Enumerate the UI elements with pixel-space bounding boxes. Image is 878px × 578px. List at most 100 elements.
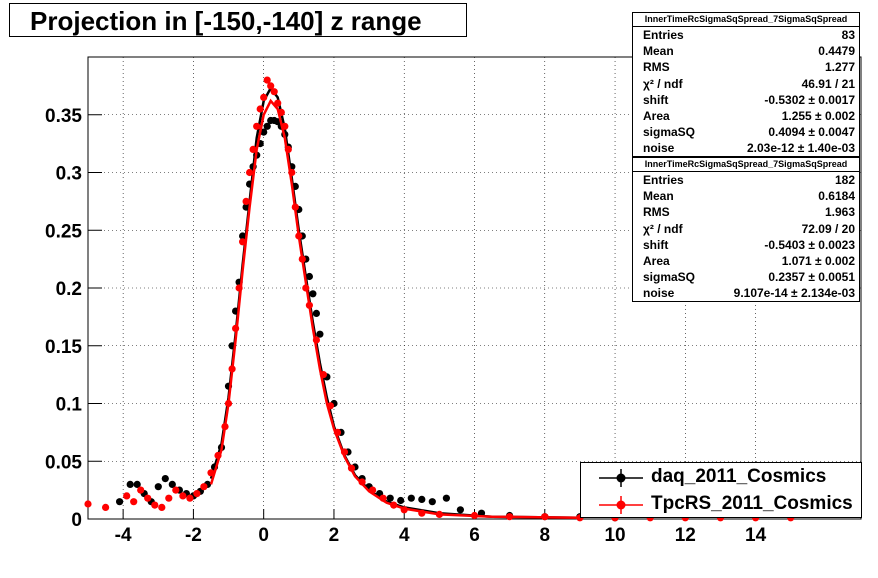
stats-value: 0.4479 [818,44,855,59]
data-point [186,494,194,502]
stats-row: Mean 0.6184 [633,188,859,204]
data-point [137,486,145,494]
stats-key: χ² / ndf [643,76,683,91]
data-point [400,506,408,514]
stats-key: Entries [643,173,684,187]
stats-key: sigmaSQ [643,125,696,140]
data-point [298,255,306,263]
x-tick-label: 12 [675,525,696,546]
stats-value: -0.5403 ± 0.0023 [764,237,855,252]
y-tick-label: 0.1 [56,395,83,416]
y-zero-label: 0 [71,510,82,531]
data-point [102,503,110,511]
data-point [312,336,320,344]
data-point [506,513,514,521]
data-point [291,203,299,211]
data-point [193,490,201,498]
data-point [228,365,236,373]
data-point [165,494,173,502]
x-tick-label: 8 [539,525,550,546]
y-axis: 0.05 0.1 0.15 0.2 0.25 0.3 0.35 0 [45,106,102,531]
legend-label-daq: daq_2011_Cosmics [651,466,827,487]
data-point [144,494,152,502]
stats-value: -0.5302 ± 0.0017 [764,92,855,107]
x-axis: -4 -2 0 2 4 6 8 10 12 14 [115,509,767,546]
data-point [253,122,261,130]
legend-label-tpcrs: TpcRS_2011_Cosmics [651,493,853,514]
data-point [260,128,268,136]
data-point [456,506,464,514]
data-point [151,501,159,509]
stats-value: 1.963 [824,205,855,220]
x-tick-label: 4 [399,525,410,546]
data-point [274,99,282,107]
stats-row: noise 9.107e-14 ± 2.134e-03 [633,285,859,301]
data-point [235,284,243,292]
stats-row: sigmaSQ 0.2357 ± 0.0051 [633,269,859,285]
data-point [358,478,366,486]
data-point [390,501,398,509]
stats-row: RMS 1.963 [633,204,859,220]
data-point [260,93,268,101]
x-tick-label: 2 [329,525,340,546]
data-point [84,500,92,508]
stats-key: RMS [643,60,670,75]
data-point [277,108,285,116]
data-point [281,122,289,130]
data-point [428,498,436,506]
data-point [123,492,131,500]
data-point [418,495,426,503]
data-point [267,82,275,90]
data-point [397,496,405,505]
legend-item-daq: daq_2011_Cosmics [581,465,863,491]
data-point [221,423,229,431]
stats-row: shift -0.5302 ± 0.0017 [633,92,859,108]
data-point [242,203,250,211]
data-point [246,168,254,177]
stats-value: 46.91 / 21 [801,76,855,91]
x-tick-label: -2 [185,525,202,546]
data-point [302,284,310,292]
stats-box-tpcrs: InnerTimeRcSigmaSqSpread_7SigmaSqSpread … [632,157,860,302]
stats-key: RMS [643,205,670,220]
stats-value: 0.2357 ± 0.0051 [768,270,855,285]
data-point [305,301,313,309]
stats-row: RMS 1.277 [633,59,859,75]
x-tick-label: 14 [745,525,767,546]
stats-key: noise [643,286,675,301]
data-point [172,486,180,494]
data-point [116,498,124,506]
data-point [470,511,479,520]
data-point [386,494,394,502]
data-point [340,448,349,456]
stats-key: Mean [643,44,674,59]
data-point [263,76,271,84]
data-point [379,494,387,502]
legend-marker-tpcrs [599,496,643,514]
stats-row: Area 1.255 ± 0.002 [633,108,859,124]
y-tick-label: 0.05 [45,452,82,473]
y-tick-label: 0.3 [56,164,82,185]
data-point [326,402,334,410]
y-tick-label: 0.35 [45,106,82,127]
stats-value: 1.277 [824,60,855,75]
data-point [130,498,138,506]
data-point [263,122,271,130]
stats-row: Mean 0.4479 [633,43,859,59]
data-point [541,513,549,521]
title-box: Projection in [-150,-140] z range [9,3,467,37]
data-point [284,145,292,153]
stats-value: 72.09 / 20 [801,221,855,236]
data-point [319,371,327,379]
y-tick-label: 0.15 [45,337,82,358]
data-point [333,428,342,436]
stats-value: 83 [841,28,855,42]
stats-row: χ² / ndf 72.09 / 20 [633,221,859,237]
legend-item-tpcrs: TpcRS_2011_Cosmics [581,492,863,518]
data-point [312,309,320,317]
stats-key: Mean [643,189,674,204]
stats-key: Area [643,253,670,268]
y-tick-label: 0.2 [56,279,82,300]
data-point [270,88,278,96]
stats-key: shift [643,92,669,107]
